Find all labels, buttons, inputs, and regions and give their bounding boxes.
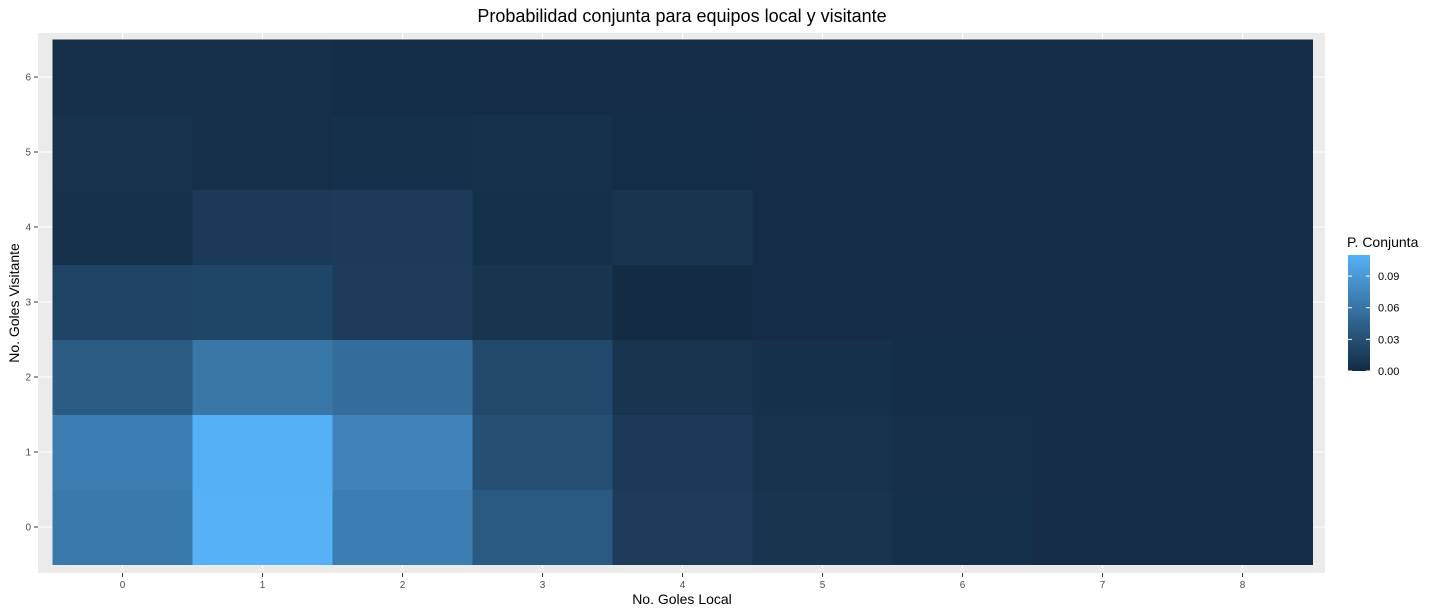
heatmap-cell — [892, 114, 1033, 190]
heatmap-cell — [52, 414, 193, 490]
chart-title: Probabilidad conjunta para equipos local… — [477, 6, 886, 26]
heatmap-cell — [1172, 39, 1313, 115]
heatmap-cell — [752, 339, 893, 415]
heatmap-cell — [472, 39, 613, 115]
heatmap-cell — [1172, 264, 1313, 340]
heatmap-cell — [192, 489, 333, 565]
heatmap-cell — [892, 189, 1033, 265]
heatmap-cell — [1032, 489, 1173, 565]
y-tick-label: 2 — [25, 373, 31, 384]
heatmap-cell — [472, 114, 613, 190]
heatmap-cell — [612, 39, 753, 115]
x-tick-label: 8 — [1240, 580, 1246, 591]
heatmap-cell — [1032, 39, 1173, 115]
heatmap-cell — [892, 414, 1033, 490]
heatmap-cell — [472, 189, 613, 265]
heatmap-cell — [752, 189, 893, 265]
heatmap-cell — [1172, 114, 1313, 190]
x-tick-label: 7 — [1100, 580, 1106, 591]
heatmap-cell — [1172, 339, 1313, 415]
heatmap-cell — [332, 114, 473, 190]
heatmap-cell — [192, 114, 333, 190]
y-axis: 0 1 2 3 4 5 6 — [25, 73, 38, 534]
heatmap-cell — [752, 414, 893, 490]
heatmap-cell — [892, 489, 1033, 565]
y-axis-title: No. Goles Visitante — [6, 243, 22, 363]
heatmap-cell — [332, 39, 473, 115]
heatmap-cell — [892, 339, 1033, 415]
x-tick-label: 1 — [260, 580, 266, 591]
heatmap-cell — [192, 264, 333, 340]
heatmap-cell — [612, 414, 753, 490]
heatmap-cell — [472, 339, 613, 415]
heatmap-cell — [752, 264, 893, 340]
heatmap-cell — [612, 189, 753, 265]
legend-ticks: 0.00 0.03 0.06 0.09 — [1348, 271, 1399, 378]
y-tick-label: 1 — [25, 448, 31, 459]
y-tick-label: 6 — [25, 73, 31, 84]
heatmap-cell — [1032, 189, 1173, 265]
y-tick-label: 5 — [25, 148, 31, 159]
y-tick-label: 3 — [25, 298, 31, 309]
heatmap-cell — [332, 414, 473, 490]
y-tick-label: 4 — [25, 223, 31, 234]
legend-tick-label: 0.06 — [1378, 303, 1399, 315]
heatmap-cell — [892, 264, 1033, 340]
heatmap-cell — [472, 489, 613, 565]
heatmap-cell — [752, 489, 893, 565]
heatmap-cell — [52, 489, 193, 565]
heatmap-cell — [332, 489, 473, 565]
heatmap-cell — [1032, 414, 1173, 490]
x-axis-title: No. Goles Local — [632, 591, 732, 607]
heatmap-cell — [332, 339, 473, 415]
heatmap-cell — [332, 189, 473, 265]
legend-tick-label: 0.00 — [1378, 366, 1399, 378]
x-tick-label: 5 — [820, 580, 826, 591]
heatmap-cell — [192, 39, 333, 115]
heatmap-cell — [472, 414, 613, 490]
heatmap-cell — [612, 339, 753, 415]
x-tick-label: 3 — [540, 580, 546, 591]
heatmap-cell — [192, 339, 333, 415]
heatmap-cell — [1172, 414, 1313, 490]
x-tick-label: 6 — [960, 580, 966, 591]
heatmap-cell — [1032, 339, 1173, 415]
heatmap-cell — [1032, 264, 1173, 340]
heatmap-cell — [612, 264, 753, 340]
heatmap-cell — [52, 189, 193, 265]
heatmap-cell — [332, 264, 473, 340]
heatmap-cell — [192, 189, 333, 265]
heatmap-cell — [892, 39, 1033, 115]
heatmap-cell — [612, 489, 753, 565]
x-tick-label: 4 — [680, 580, 686, 591]
x-tick-label: 0 — [120, 580, 126, 591]
color-legend: P. Conjunta 0.00 0.03 0.06 0.09 — [1347, 234, 1419, 378]
heatmap-cell — [52, 339, 193, 415]
x-axis: 0 1 2 3 4 5 6 7 8 — [120, 573, 1246, 591]
legend-title: P. Conjunta — [1347, 234, 1419, 250]
heatmap-cell — [52, 264, 193, 340]
heatmap-cell — [1172, 489, 1313, 565]
heatmap-cell — [752, 114, 893, 190]
heatmap-cell — [752, 39, 893, 115]
y-tick-label: 0 — [25, 523, 31, 534]
heatmap-cells — [52, 39, 1313, 565]
legend-tick-label: 0.03 — [1378, 334, 1399, 346]
x-tick-label: 2 — [400, 580, 406, 591]
heatmap-cell — [1172, 189, 1313, 265]
heatmap-cell — [192, 414, 333, 490]
legend-colorbar — [1348, 255, 1370, 371]
legend-tick-label: 0.09 — [1378, 271, 1399, 283]
heatmap-cell — [52, 39, 193, 115]
heatmap-cell — [52, 114, 193, 190]
heatmap-cell — [1032, 114, 1173, 190]
heatmap-cell — [612, 114, 753, 190]
heatmap-cell — [472, 264, 613, 340]
